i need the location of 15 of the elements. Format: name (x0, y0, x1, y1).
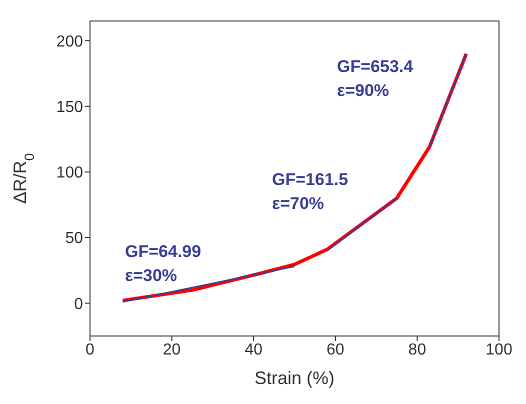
y-tick-label: 150 (56, 98, 84, 116)
x-tick-label: 40 (244, 341, 263, 358)
x-axis-title: Strain (%) (254, 368, 335, 388)
y-tick-label: 100 (56, 164, 84, 182)
x-tick-label: 20 (162, 341, 181, 358)
annotation: GF=64.99 ε=30% (125, 241, 202, 287)
x-tick-label: 100 (486, 341, 512, 358)
y-tick-label: 50 (65, 230, 84, 248)
x-tick-label: 0 (86, 341, 95, 358)
x-tick-label: 60 (326, 341, 344, 358)
annotation: GF=161.5 ε=70% (272, 169, 348, 215)
y-tick-label: 200 (56, 33, 84, 50)
x-tick-label: 80 (408, 341, 426, 358)
annotation: GF=653.4 ε=90% (337, 56, 414, 102)
y-tick-label: 0 (74, 296, 84, 313)
